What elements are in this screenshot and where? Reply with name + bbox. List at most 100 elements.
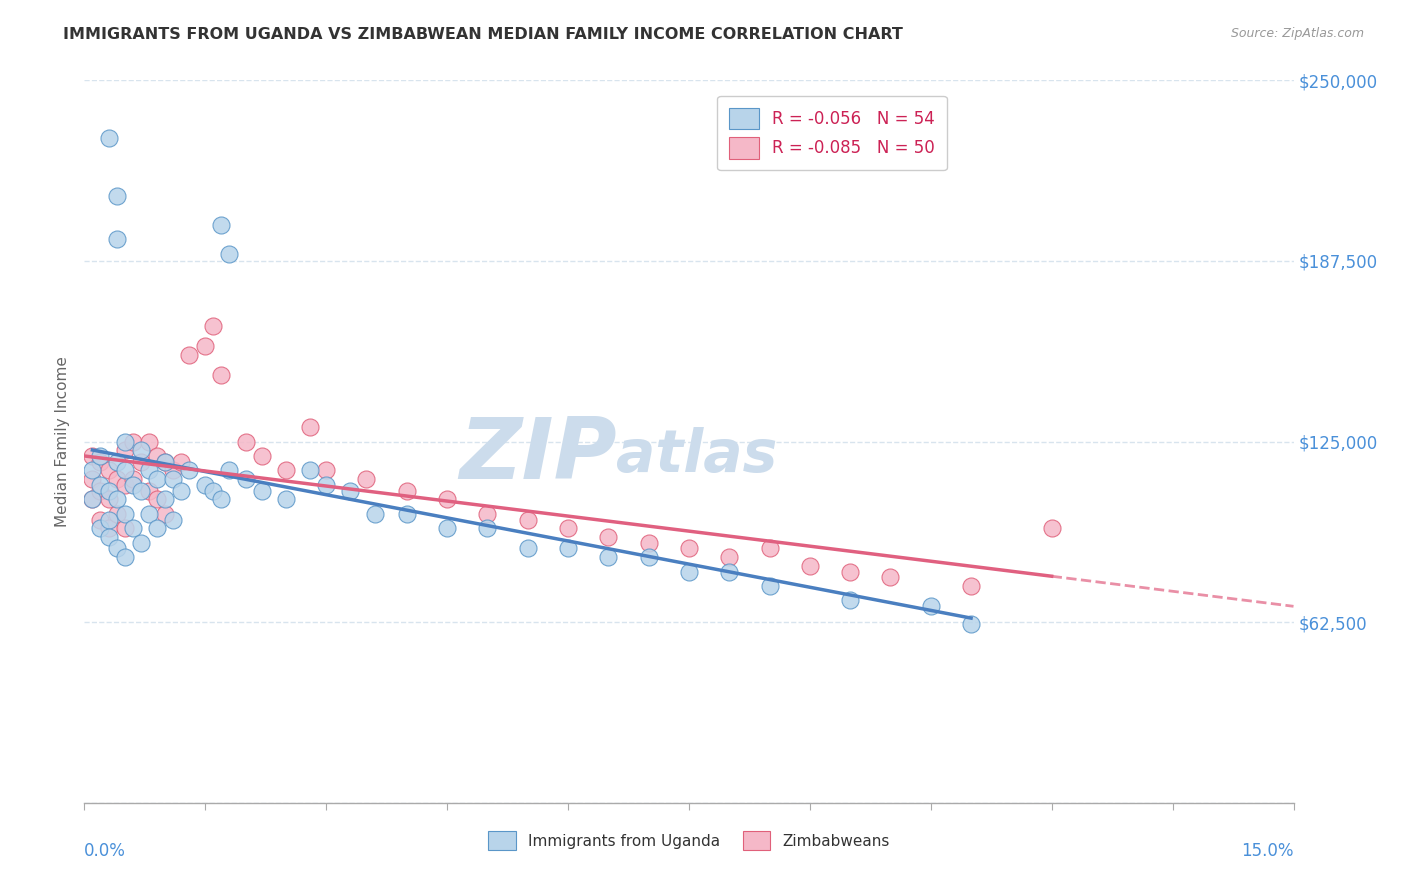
Point [146,492,169,507]
Point [218,463,240,477]
Point [557,541,579,556]
Point [97,483,120,498]
Point [97,131,120,145]
Point [114,463,136,477]
Point [138,463,160,477]
Point [598,530,620,544]
Point [637,535,659,549]
Point [138,434,160,449]
Point [129,535,152,549]
Point [114,443,136,458]
Point [718,565,741,579]
Point [89,478,111,492]
Point [202,483,225,498]
Point [235,434,257,449]
Point [105,455,128,469]
Point [209,218,232,232]
Point [1040,521,1063,535]
Point [209,492,232,507]
Point [274,492,297,507]
Point [363,507,385,521]
Point [557,521,579,535]
Point [879,570,901,584]
Text: ZIP: ZIP [458,415,616,498]
Point [194,478,217,492]
Point [105,232,128,246]
Point [170,483,193,498]
Point [920,599,942,614]
Text: Source: ZipAtlas.com: Source: ZipAtlas.com [1230,27,1364,40]
Point [960,616,983,631]
Point [97,492,120,507]
Point [121,434,143,449]
Point [202,318,225,333]
Point [395,483,418,498]
Point [209,368,232,382]
Point [218,246,240,260]
Text: 15.0%: 15.0% [1241,842,1294,860]
Point [97,530,120,544]
Point [250,483,273,498]
Point [97,512,120,526]
Point [114,507,136,521]
Point [516,512,538,526]
Point [121,521,143,535]
Point [129,455,152,469]
Point [129,483,152,498]
Point [235,472,257,486]
Point [637,550,659,565]
Point [162,512,184,526]
Point [114,550,136,565]
Point [153,455,176,469]
Point [436,521,458,535]
Point [356,472,378,486]
Point [162,472,184,486]
Point [274,463,297,477]
Y-axis label: Median Family Income: Median Family Income [55,356,70,527]
Point [114,521,136,535]
Point [82,463,104,477]
Point [146,449,169,463]
Point [89,455,111,469]
Text: atlas: atlas [616,427,778,484]
Point [758,541,780,556]
Text: IMMIGRANTS FROM UGANDA VS ZIMBABWEAN MEDIAN FAMILY INCOME CORRELATION CHART: IMMIGRANTS FROM UGANDA VS ZIMBABWEAN MED… [63,27,903,42]
Point [477,507,499,521]
Point [138,483,160,498]
Point [89,512,111,526]
Point [960,579,983,593]
Point [162,463,184,477]
Point [105,541,128,556]
Point [678,541,700,556]
Point [153,507,176,521]
Point [89,521,111,535]
Point [97,521,120,535]
Point [97,463,120,477]
Point [153,492,176,507]
Point [105,492,128,507]
Point [516,541,538,556]
Point [89,483,111,498]
Point [315,478,337,492]
Point [758,579,780,593]
Point [718,550,741,565]
Point [105,189,128,203]
Point [114,434,136,449]
Point [129,443,152,458]
Point [395,507,418,521]
Point [82,472,104,486]
Point [339,483,361,498]
Point [121,478,143,492]
Point [477,521,499,535]
Point [82,449,104,463]
Point [839,593,862,607]
Point [315,463,337,477]
Point [121,472,143,486]
Point [82,492,104,507]
Point [138,507,160,521]
Point [598,550,620,565]
Point [114,478,136,492]
Point [799,558,821,573]
Point [678,565,700,579]
Point [299,463,322,477]
